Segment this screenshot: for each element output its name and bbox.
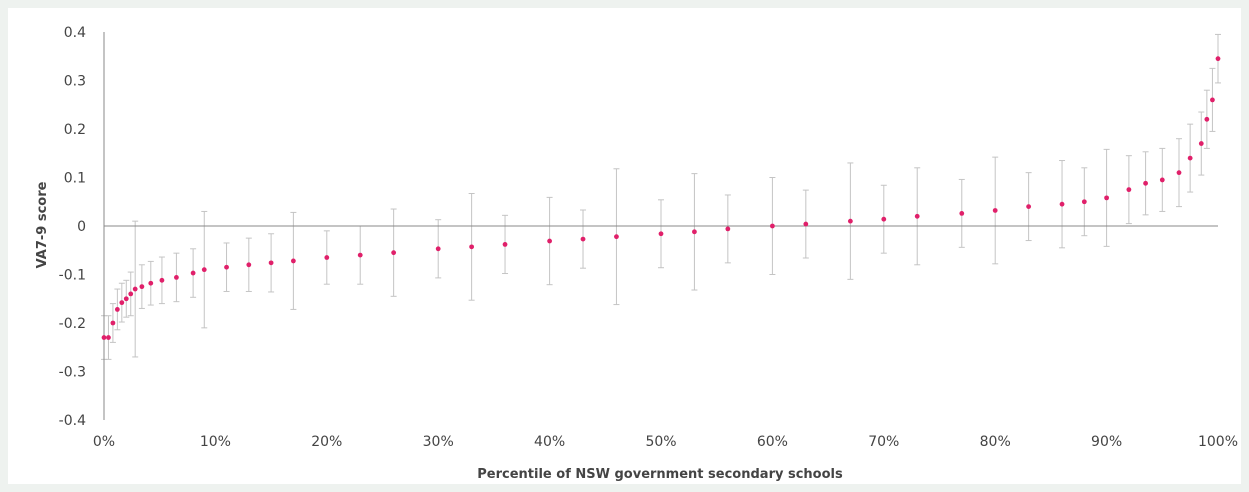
x-tick-label: 60% [757, 434, 788, 450]
x-tick-label: 50% [645, 434, 676, 450]
data-point [123, 296, 129, 302]
y-tick-label: -0.3 [59, 365, 86, 381]
data-point [190, 270, 196, 276]
y-tick-label: 0.2 [64, 122, 86, 138]
data-point [547, 238, 552, 244]
data-point [959, 210, 965, 216]
data-point [435, 246, 441, 252]
data-point [725, 226, 731, 232]
data-point [1059, 201, 1065, 207]
data-point [106, 335, 111, 340]
data-point [1081, 199, 1087, 205]
data-point [224, 264, 229, 270]
x-tick-label: 90% [1091, 434, 1122, 450]
data-points [101, 56, 1221, 340]
data-point [246, 262, 252, 268]
y-tick-label: -0.2 [59, 316, 86, 332]
y-tick-label: 0.4 [64, 25, 86, 41]
y-tick-label: -0.4 [59, 413, 86, 429]
data-point [692, 229, 697, 235]
data-point [114, 307, 120, 312]
data-point [128, 291, 134, 297]
data-point [847, 218, 853, 224]
data-point [290, 258, 296, 264]
data-point [268, 260, 274, 266]
data-point [992, 208, 998, 213]
data-point [110, 320, 116, 326]
data-point [658, 231, 664, 237]
y-tick-label: 0 [77, 219, 86, 235]
y-tick-label: 0.1 [64, 171, 86, 187]
x-tick-label: 0% [93, 434, 115, 450]
y-axis-ticks: 0.4 0.3 0.2 0.1 0 -0.1 -0.2 -0.3 -0.4 [59, 25, 86, 429]
data-point [614, 234, 619, 240]
data-point [1104, 195, 1109, 201]
x-tick-label: 70% [868, 434, 899, 450]
data-point [1204, 116, 1210, 122]
x-tick-label: 80% [980, 434, 1011, 450]
data-point [139, 284, 145, 290]
data-point [101, 335, 107, 340]
data-point [881, 216, 887, 222]
data-point [357, 252, 363, 258]
data-point [1126, 187, 1132, 193]
data-point [1143, 180, 1148, 186]
data-point [1198, 141, 1204, 146]
plot-area [8, 8, 1241, 484]
data-point [1210, 97, 1215, 103]
x-axis-title: Percentile of NSW government secondary s… [477, 467, 843, 482]
data-point [469, 244, 475, 250]
data-point [174, 275, 179, 280]
data-point [132, 286, 138, 292]
y-tick-label: -0.1 [59, 268, 86, 284]
data-point [148, 280, 154, 286]
data-point [1026, 204, 1032, 210]
data-point [119, 300, 125, 306]
y-axis-title: VA7-9 score [35, 181, 50, 268]
data-point [159, 277, 165, 283]
data-point [391, 250, 397, 256]
x-axis-ticks: 0% 10% 20% 30% 40% 50% 60% 70% 80% 90% 100% [93, 434, 1238, 450]
data-point [770, 223, 775, 229]
x-tick-label: 20% [311, 434, 342, 450]
data-point [914, 213, 920, 219]
x-tick-label: 10% [200, 434, 231, 450]
y-tick-label: 0.3 [64, 74, 86, 90]
data-point [1215, 56, 1221, 62]
data-point [803, 221, 809, 227]
data-point [502, 242, 508, 247]
data-point [1176, 170, 1182, 176]
data-point [201, 267, 207, 273]
data-point [580, 236, 586, 242]
data-point [1159, 177, 1165, 183]
data-point [324, 255, 330, 260]
data-point [1187, 155, 1193, 161]
x-tick-label: 100% [1198, 434, 1238, 450]
x-tick-label: 30% [423, 434, 454, 450]
x-tick-label: 40% [534, 434, 565, 450]
